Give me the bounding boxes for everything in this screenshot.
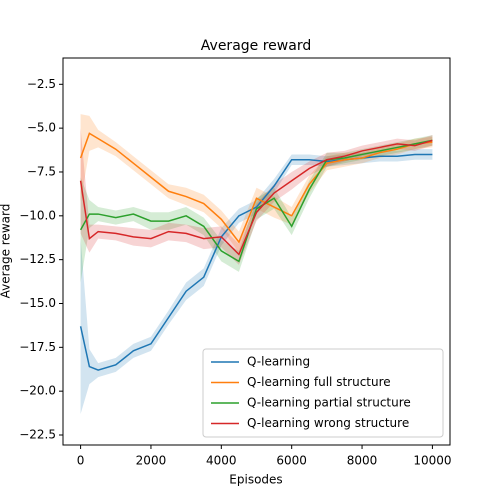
legend-box <box>202 348 444 438</box>
x-tick-label: 4000 <box>206 454 237 468</box>
legend-label: Q-learning partial structure <box>247 396 411 410</box>
legend-label: Q-learning wrong structure <box>247 416 409 430</box>
y-axis-label: Average reward <box>0 204 13 299</box>
chart-title: Average reward <box>201 38 311 54</box>
error-band <box>80 149 433 414</box>
y-tick-label: −10.0 <box>19 208 56 222</box>
x-tick-label: 6000 <box>276 454 307 468</box>
line <box>79 132 433 244</box>
y-tick-label: −5.0 <box>27 121 56 135</box>
y-tick-label: −17.5 <box>19 340 56 354</box>
legend-label: Q-learning <box>247 355 310 369</box>
line <box>79 139 433 256</box>
x-tick-label: 10000 <box>413 454 451 468</box>
y-tick-label: −2.5 <box>27 77 56 91</box>
y-tick-label: −20.0 <box>19 384 56 398</box>
plot-frame <box>62 57 451 446</box>
y-tick-label: −7.5 <box>27 164 56 178</box>
y-tick-label: −22.5 <box>19 428 56 442</box>
legend-label: Q-learning full structure <box>247 375 391 389</box>
x-tick-label: 0 <box>77 454 85 468</box>
x-tick-label: 8000 <box>347 454 378 468</box>
error-band <box>80 114 433 253</box>
x-tick-label: 2000 <box>136 454 167 468</box>
y-tick-label: −15.0 <box>19 296 56 310</box>
line <box>79 153 433 371</box>
x-axis-label: Episodes <box>229 473 282 487</box>
y-tick-label: −12.5 <box>19 252 56 266</box>
error-band <box>80 128 433 265</box>
